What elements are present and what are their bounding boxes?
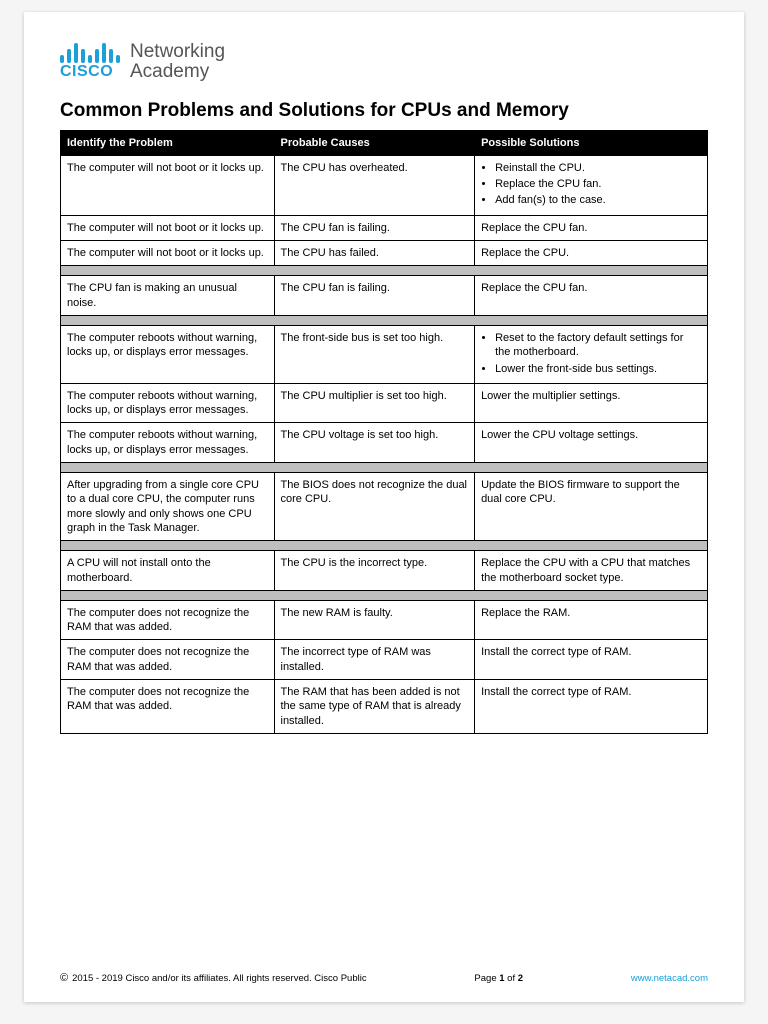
cell-cause: The incorrect type of RAM was installed.	[274, 640, 475, 680]
cell-problem: The computer reboots without warning, lo…	[61, 325, 275, 383]
cell-cause: The CPU has failed.	[274, 241, 475, 266]
solution-item: Reinstall the CPU.	[495, 161, 701, 175]
solution-item: Add fan(s) to the case.	[495, 193, 701, 207]
cell-cause: The CPU is the incorrect type.	[274, 551, 475, 591]
table-column-header: Possible Solutions	[475, 130, 708, 155]
cell-solution: Replace the CPU with a CPU that matches …	[475, 551, 708, 591]
table-row: The computer reboots without warning, lo…	[61, 423, 708, 463]
table-row: The computer will not boot or it locks u…	[61, 241, 708, 266]
table-row: The CPU fan is making an unusual noise.T…	[61, 276, 708, 316]
cell-solution: Reinstall the CPU. Replace the CPU fan. Ad…	[475, 155, 708, 215]
table-separator-row	[61, 463, 708, 473]
cell-problem: A CPU will not install onto the motherbo…	[61, 551, 275, 591]
cell-solution: Replace the CPU.	[475, 241, 708, 266]
cell-problem: The computer will not boot or it locks u…	[61, 241, 275, 266]
brand-logo-block: CISCO Networking Academy	[60, 42, 708, 82]
table-row: The computer reboots without warning, lo…	[61, 383, 708, 423]
table-row: After upgrading from a single core CPU t…	[61, 473, 708, 541]
cell-solution: Replace the CPU fan.	[475, 276, 708, 316]
cell-problem: After upgrading from a single core CPU t…	[61, 473, 275, 541]
cell-problem: The computer will not boot or it locks u…	[61, 215, 275, 240]
cell-solution: Update the BIOS firmware to support the …	[475, 473, 708, 541]
cell-problem: The computer does not recognize the RAM …	[61, 600, 275, 640]
solution-item: Lower the front-side bus settings.	[495, 362, 701, 376]
table-header: Identify the ProblemProbable CausesPossi…	[61, 130, 708, 155]
academy-line2: Academy	[130, 62, 225, 82]
cell-cause: The CPU voltage is set too high.	[274, 423, 475, 463]
cell-solution: Replace the RAM.	[475, 600, 708, 640]
cell-problem: The computer reboots without warning, lo…	[61, 383, 275, 423]
cell-cause: The CPU multiplier is set too high.	[274, 383, 475, 423]
solution-item: Replace the CPU fan.	[495, 177, 701, 191]
page-indicator: Page 1 of 2	[474, 973, 523, 984]
cell-cause: The CPU fan is failing.	[274, 215, 475, 240]
cell-problem: The CPU fan is making an unusual noise.	[61, 276, 275, 316]
cell-solution: Install the correct type of RAM.	[475, 680, 708, 734]
cisco-wordmark: CISCO	[60, 63, 120, 81]
cell-problem: The computer does not recognize the RAM …	[61, 640, 275, 680]
cell-solution: Replace the CPU fan.	[475, 215, 708, 240]
table-separator-row	[61, 315, 708, 325]
page-of: of	[505, 973, 518, 984]
academy-wordmark: Networking Academy	[130, 42, 225, 82]
footer-link[interactable]: www.netacad.com	[631, 973, 708, 984]
cell-problem: The computer will not boot or it locks u…	[61, 155, 275, 215]
copyright-icon: ©	[60, 972, 68, 984]
table-column-header: Probable Causes	[274, 130, 475, 155]
table-row: The computer does not recognize the RAM …	[61, 680, 708, 734]
page-label-pre: Page	[474, 973, 499, 984]
cell-problem: The computer reboots without warning, lo…	[61, 423, 275, 463]
troubleshooting-table: Identify the ProblemProbable CausesPossi…	[60, 130, 708, 734]
cell-solution: Lower the multiplier settings.	[475, 383, 708, 423]
copyright-text: 2015 - 2019 Cisco and/or its affiliates.…	[72, 973, 366, 984]
cell-solution: Lower the CPU voltage settings.	[475, 423, 708, 463]
cell-solution: Install the correct type of RAM.	[475, 640, 708, 680]
cell-cause: The CPU fan is failing.	[274, 276, 475, 316]
page-total: 2	[518, 973, 523, 984]
cell-cause: The RAM that has been added is not the s…	[274, 680, 475, 734]
table-separator-row	[61, 541, 708, 551]
document-page: CISCO Networking Academy Common Problems…	[24, 12, 744, 1002]
table-row: The computer reboots without warning, lo…	[61, 325, 708, 383]
table-row: The computer will not boot or it locks u…	[61, 155, 708, 215]
table-column-header: Identify the Problem	[61, 130, 275, 155]
table-separator-row	[61, 590, 708, 600]
table-row: The computer does not recognize the RAM …	[61, 600, 708, 640]
cell-problem: The computer does not recognize the RAM …	[61, 680, 275, 734]
academy-line1: Networking	[130, 42, 225, 62]
table-separator-row	[61, 266, 708, 276]
table-row: The computer will not boot or it locks u…	[61, 215, 708, 240]
table-row: The computer does not recognize the RAM …	[61, 640, 708, 680]
table-body: The computer will not boot or it locks u…	[61, 155, 708, 733]
page-title: Common Problems and Solutions for CPUs a…	[60, 100, 708, 122]
cell-cause: The front-side bus is set too high.	[274, 325, 475, 383]
cell-solution: Reset to the factory default settings fo…	[475, 325, 708, 383]
cell-cause: The CPU has overheated.	[274, 155, 475, 215]
table-row: A CPU will not install onto the motherbo…	[61, 551, 708, 591]
cisco-bars-icon	[60, 43, 120, 63]
cisco-logo: CISCO	[60, 43, 120, 81]
solution-item: Reset to the factory default settings fo…	[495, 331, 701, 360]
page-footer: © 2015 - 2019 Cisco and/or its affiliate…	[60, 963, 708, 984]
copyright-block: © 2015 - 2019 Cisco and/or its affiliate…	[60, 972, 367, 984]
cell-cause: The BIOS does not recognize the dual cor…	[274, 473, 475, 541]
cell-cause: The new RAM is faulty.	[274, 600, 475, 640]
